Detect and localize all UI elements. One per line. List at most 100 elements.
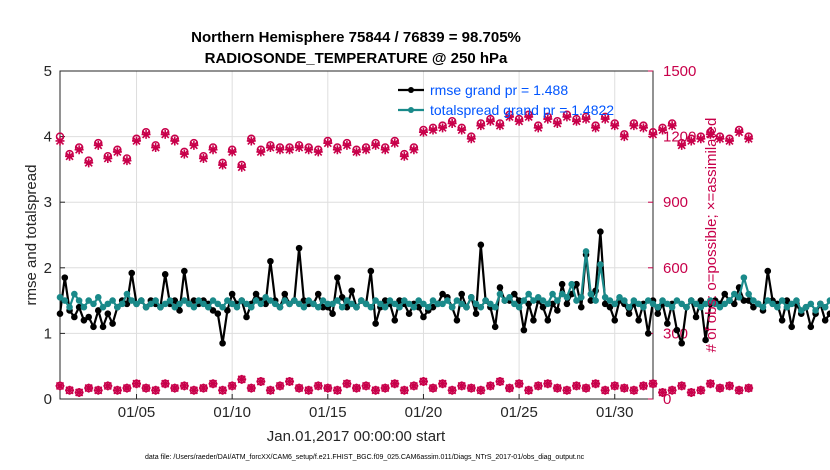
obs-assimilated-marker: [505, 112, 515, 122]
obs-low-star-marker: [352, 383, 361, 393]
totalspread-point: [295, 300, 303, 308]
obs-low-star-marker: [476, 385, 486, 395]
rmse-point: [821, 316, 829, 324]
obs-assimilated-marker: [514, 116, 524, 126]
totalspread-point: [573, 297, 580, 304]
obs-low-star-marker: [734, 385, 744, 395]
obs-assimilated-marker: [658, 125, 668, 135]
rmse-point: [90, 323, 97, 331]
obs-low-star-marker: [505, 383, 515, 393]
rmse-point: [750, 303, 757, 311]
obs-count-series: [55, 110, 754, 397]
totalspread-point: [812, 307, 819, 314]
totalspread-point: [99, 303, 107, 311]
rmse-point: [295, 244, 303, 252]
x-tick-label: 01/10: [213, 404, 251, 421]
totalspread-point: [224, 297, 231, 304]
totalspread-point: [291, 297, 298, 304]
obs-low-star-marker: [466, 383, 476, 393]
line-series: [56, 228, 830, 347]
obs-low-star-marker: [198, 383, 208, 393]
obs-low-star-marker: [399, 385, 409, 395]
totalspread-point: [582, 248, 590, 255]
rmse-point: [539, 303, 547, 311]
rmse-point: [367, 267, 375, 275]
totalspread-point: [496, 290, 504, 298]
totalspread-point: [702, 300, 709, 308]
totalspread-point: [219, 303, 226, 311]
totalspread-point: [118, 300, 126, 308]
legend-label: totalspread grand pr = 1.4822: [430, 102, 614, 118]
totalspread-point: [745, 290, 752, 298]
obs-assimilated-marker: [218, 160, 228, 170]
obs-assimilated-marker: [342, 140, 352, 150]
totalspread-point: [482, 297, 489, 304]
totalspread-point: [458, 300, 466, 308]
obs-low-star-marker: [294, 383, 304, 393]
totalspread-point: [439, 300, 446, 308]
totalspread-point: [362, 300, 370, 308]
obs-assimilated-marker: [648, 129, 658, 139]
totalspread-point: [424, 303, 432, 311]
totalspread-point: [214, 300, 222, 308]
obs-low-star-marker: [677, 381, 687, 391]
rmse-point: [391, 316, 399, 324]
rmse-point: [329, 310, 336, 318]
totalspread-point: [71, 290, 78, 298]
totalspread-point: [372, 297, 379, 304]
obs-assimilated-marker: [122, 156, 132, 166]
totalspread-point: [525, 290, 532, 298]
obs-low-star-marker: [610, 381, 620, 391]
obs-low-star-marker: [390, 379, 400, 389]
totalspread-point: [707, 297, 714, 304]
rmse-point: [405, 310, 413, 318]
totalspread-point: [678, 300, 685, 308]
totalspread-point: [664, 300, 671, 308]
obs-assimilated-marker: [170, 136, 180, 146]
totalspread-point: [549, 290, 556, 298]
obs-low-star-marker: [648, 379, 658, 389]
totalspread-point: [491, 303, 499, 311]
obs-assimilated-marker: [677, 140, 687, 150]
totalspread-point: [797, 307, 805, 314]
chart-title-line2: RADIOSONDE_TEMPERATURE @ 250 hPa: [205, 50, 508, 67]
obs-assimilated-marker: [74, 145, 84, 155]
totalspread-point: [511, 300, 518, 308]
totalspread-point: [80, 303, 88, 311]
obs-low-star-marker: [380, 383, 390, 393]
rmse-point: [511, 290, 518, 298]
obs-low-star-marker: [725, 381, 735, 391]
x-axis-label: Jan.01,2017 00:00:00 start: [267, 428, 446, 445]
rmse-point: [314, 290, 322, 298]
obs-assimilated-marker: [323, 138, 333, 148]
totalspread-point: [109, 297, 116, 304]
obs-assimilated-marker: [466, 134, 476, 144]
rmse-point: [109, 320, 116, 327]
obs-low-star-marker: [141, 383, 151, 393]
rmse-point: [563, 300, 571, 308]
totalspread-point: [520, 297, 528, 304]
rmse-point: [702, 336, 709, 344]
obs-assimilated-marker: [705, 129, 715, 139]
obs-assimilated-marker: [418, 127, 428, 137]
totalspread-point: [477, 303, 485, 311]
obs-low-star-marker: [208, 379, 218, 389]
obs-assimilated-marker: [619, 132, 629, 142]
rmse-point: [439, 290, 446, 298]
rmse-point: [577, 303, 585, 311]
totalspread-point: [181, 297, 188, 304]
totalspread-point: [396, 303, 403, 311]
obs-low-star-marker: [591, 379, 601, 389]
obs-assimilated-marker: [93, 140, 103, 150]
obs-low-star-marker: [122, 383, 132, 393]
totalspread-point: [472, 300, 480, 308]
totalspread-point: [90, 300, 97, 308]
obs-assimilated-marker: [380, 145, 390, 155]
obs-low-star-marker: [256, 377, 266, 387]
rmse-point: [654, 310, 662, 318]
y-right-tick-label: 1500: [663, 63, 696, 80]
obs-assimilated-marker: [84, 158, 94, 168]
obs-assimilated-marker: [438, 123, 448, 133]
obs-low-star-marker: [265, 385, 275, 395]
obs-low-star-marker: [524, 385, 534, 395]
